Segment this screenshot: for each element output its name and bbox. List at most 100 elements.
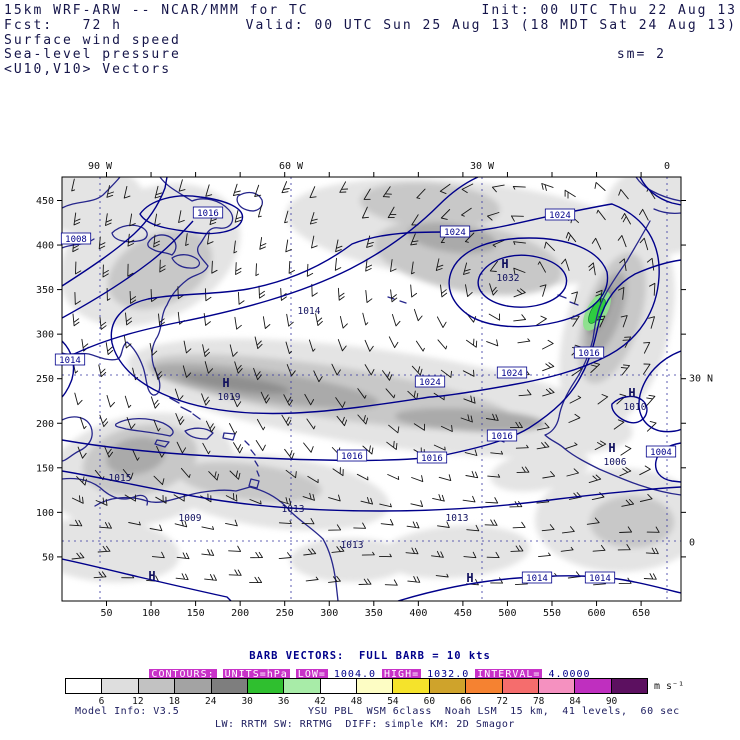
- contour-1014-bottom: [397, 575, 681, 601]
- wind-barb: [617, 235, 627, 248]
- wind-barb: [639, 465, 651, 476]
- wind-barb: [237, 291, 245, 305]
- wind-barb: [256, 418, 266, 431]
- wind-barb: [309, 186, 317, 199]
- wind-barb: [106, 394, 115, 408]
- wind-barb: [388, 424, 400, 434]
- colorbar-tick-label: 84: [569, 696, 581, 707]
- coastline-jamaica: [154, 439, 170, 448]
- wind-barb: [229, 423, 238, 435]
- wind-barb: [233, 442, 243, 454]
- contour-label-box: [573, 346, 605, 359]
- wind-barb: [361, 206, 369, 219]
- wind-barb: [642, 363, 651, 375]
- wind-barb: [303, 548, 317, 556]
- wind-barb: [643, 573, 657, 580]
- wind-barb: [357, 414, 369, 425]
- wind-barb: [149, 342, 158, 356]
- wind-barb: [513, 267, 526, 275]
- wind-barb: [127, 263, 134, 277]
- wind-barb: [364, 364, 375, 376]
- coastline-africa: [544, 220, 681, 496]
- colorbar-tick-label: 30: [241, 696, 253, 707]
- wind-barb: [72, 313, 80, 327]
- contour-label-box: [414, 375, 446, 388]
- pressure-center-value: 1019: [218, 392, 241, 403]
- x-axis-label: 150: [187, 608, 205, 619]
- wind-barb: [438, 474, 452, 482]
- wind-barb: [211, 260, 218, 274]
- wind-barb: [74, 392, 83, 406]
- wind-barb: [568, 413, 581, 423]
- wind-barb: [645, 547, 659, 555]
- wind-barb: [466, 338, 478, 348]
- y-axis-label: 400: [36, 241, 54, 252]
- wind-barb: [462, 369, 475, 377]
- pressure-center-value: 1032: [497, 273, 520, 284]
- y-axis-label: 450: [36, 196, 54, 207]
- map-frame: [61, 176, 682, 602]
- wind-barb: [285, 341, 292, 355]
- colorbar-segment: [428, 679, 466, 693]
- contour-labels-layer: 1016 1024 1024 1024 1024 1016 1016 1016 1016 1014…: [54, 206, 677, 584]
- wind-barb: [258, 285, 266, 299]
- contour-label-value: 1014: [59, 356, 81, 366]
- contour-label-value: 1024: [501, 369, 523, 379]
- wind-barb: [462, 495, 476, 503]
- y-axis-label: 300: [36, 330, 54, 341]
- wind-barb: [103, 445, 114, 458]
- wind-barb: [255, 263, 260, 277]
- contour-1028-loop: [448, 237, 609, 328]
- wind-barb: [435, 573, 449, 578]
- longitude-label: 30 W: [470, 161, 495, 172]
- wind-barb: [99, 414, 109, 428]
- contour-label-box: [336, 449, 368, 462]
- wind-barb: [591, 492, 605, 501]
- colorbar-segment: [392, 679, 429, 693]
- wind-barb: [225, 493, 238, 502]
- pressure-markers-layer: H 1032 H 1019 H 1010 H 1006 H H 1014 1013 1013 1013 10…: [109, 257, 647, 585]
- wind-barb: [440, 284, 448, 298]
- wind-barb: [463, 551, 477, 559]
- wind-barb: [565, 442, 578, 450]
- wind-barb: [262, 316, 271, 329]
- colorbar-tick-label: 72: [496, 696, 508, 707]
- wind-barb: [228, 569, 242, 576]
- wind-barb: [639, 208, 649, 221]
- wind-barb: [234, 361, 243, 374]
- contour-1020-open: [62, 177, 479, 361]
- pressure-center-symbol: H: [466, 571, 473, 585]
- wind-barb: [285, 469, 297, 479]
- y-axis-label: 150: [36, 463, 54, 474]
- wind-barb: [177, 286, 184, 300]
- wind-barb: [488, 313, 501, 321]
- wind-barb: [617, 287, 625, 300]
- wind-barb: [439, 183, 451, 195]
- wind-barb: [150, 396, 160, 409]
- wind-barb: [486, 551, 500, 559]
- colorbar-segment: [66, 679, 102, 693]
- contour-label-box: [54, 353, 86, 366]
- wind-barb: [311, 235, 318, 249]
- wind-barb: [432, 494, 445, 502]
- wind-barb: [411, 261, 415, 275]
- wind-barb: [95, 497, 108, 506]
- wind-barb: [590, 362, 601, 373]
- wind-barb: [463, 262, 471, 275]
- barb-vectors-legend: BARB VECTORS: FULL BARB = 10 kts: [249, 650, 491, 662]
- legend-keyword: HIGH=: [382, 669, 422, 680]
- wind-barb: [542, 471, 556, 479]
- wind-barb: [204, 288, 212, 302]
- wind-barb: [335, 239, 343, 253]
- wind-barb: [76, 476, 87, 486]
- wind-barb: [328, 494, 341, 502]
- wind-barb: [518, 389, 532, 397]
- wind-barb: [281, 414, 292, 426]
- coastlines-layer: [62, 177, 681, 601]
- wind-barb: [411, 475, 424, 483]
- colorbar-tick-labels: 6 12 18 24 30 36 42 48 54 60 66 72 78 84 90: [65, 696, 648, 708]
- x-axis-label: 650: [632, 608, 650, 619]
- wind-barb: [228, 545, 242, 552]
- wind-barb: [513, 288, 526, 298]
